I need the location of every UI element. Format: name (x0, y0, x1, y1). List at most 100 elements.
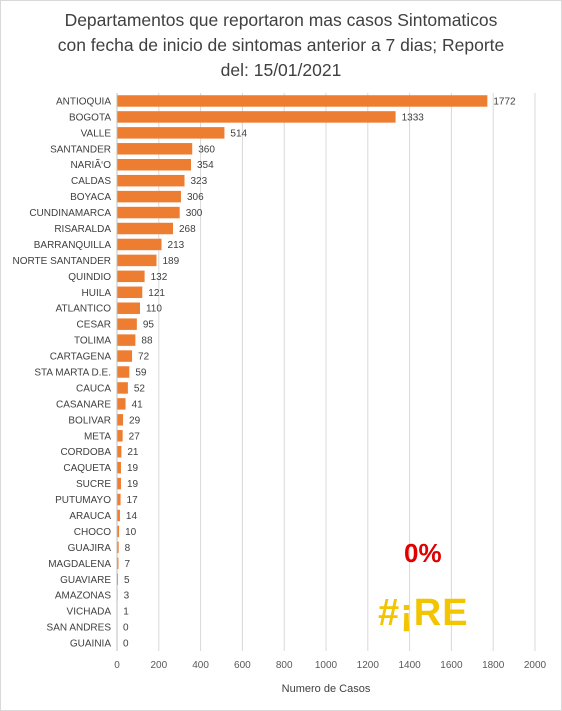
category-label: CARTAGENA (50, 352, 112, 363)
data-label: 19 (127, 463, 139, 474)
data-label: 14 (126, 511, 138, 522)
data-label: 514 (230, 128, 247, 139)
category-label: CASANARE (56, 399, 111, 410)
bar (117, 493, 121, 506)
bar (117, 477, 121, 490)
bar (117, 509, 120, 522)
category-label: VALLE (81, 128, 112, 139)
bar (117, 334, 136, 346)
bar (117, 573, 119, 585)
category-label: BOYACA (70, 192, 111, 203)
data-label: 354 (197, 160, 214, 171)
x-tick-label: 0 (114, 660, 120, 671)
x-tick-label: 1600 (440, 660, 463, 671)
data-label: 110 (146, 304, 162, 315)
bar (117, 206, 180, 219)
bar (117, 366, 130, 378)
chart-title-line-3: del: 15/01/2021 (220, 60, 342, 80)
bar (117, 111, 396, 123)
category-label: TOLIMA (74, 336, 111, 347)
x-tick-label: 1000 (315, 660, 338, 671)
category-label: BARRANQUILLA (34, 240, 112, 251)
data-label: 360 (198, 144, 215, 155)
data-label: 8 (125, 543, 131, 554)
bar (117, 238, 162, 251)
category-label: GUAJIRA (68, 543, 112, 554)
bar (117, 398, 126, 410)
percent-annotation: 0% (404, 538, 442, 568)
bar (117, 254, 157, 267)
bar (117, 143, 193, 155)
x-tick-label: 200 (150, 660, 167, 671)
data-label: 0 (123, 623, 129, 634)
data-label: 95 (143, 320, 155, 331)
data-label: 268 (179, 224, 196, 235)
bar (117, 95, 488, 107)
bar (117, 350, 133, 362)
data-label: 132 (151, 272, 168, 283)
data-label: 306 (187, 192, 204, 203)
bar (117, 286, 143, 299)
bar (117, 270, 145, 283)
data-label: 27 (129, 431, 141, 442)
chart-title-line-2: con fecha de inicio de sintomas anterior… (57, 35, 505, 55)
data-label: 5 (124, 575, 130, 586)
bar (117, 159, 191, 171)
data-label: 1333 (402, 112, 425, 123)
data-label: 17 (127, 495, 139, 506)
category-label: SUCRE (76, 479, 111, 490)
x-tick-label: 2000 (524, 660, 547, 671)
data-label: 7 (124, 559, 130, 570)
bar (117, 190, 181, 203)
category-label: QUINDIO (68, 272, 111, 283)
data-label: 88 (141, 336, 153, 347)
bar (117, 541, 119, 554)
category-label: SANTANDER (50, 144, 111, 155)
data-label: 52 (134, 383, 146, 394)
category-label: ARAUCA (69, 511, 111, 522)
bar (117, 557, 119, 570)
data-label: 1 (123, 607, 129, 618)
bar (117, 445, 122, 458)
category-label: CHOCO (74, 527, 111, 538)
data-label: 59 (135, 368, 147, 379)
category-label: CAQUETA (63, 463, 111, 474)
category-label: STA MARTA D.E. (34, 368, 111, 379)
x-tick-label: 1800 (482, 660, 505, 671)
data-label: 72 (138, 352, 150, 363)
data-label: 189 (163, 256, 180, 267)
category-label: NARIÃ‘O (70, 158, 111, 171)
x-axis-label: Numero de Casos (281, 683, 371, 695)
category-label: BOLIVAR (68, 415, 111, 426)
data-label: 29 (129, 415, 141, 426)
bar (117, 302, 140, 314)
data-label: 21 (127, 447, 139, 458)
category-label: AMAZONAS (55, 591, 111, 602)
category-label: HUILA (82, 288, 112, 299)
logo-watermark: #¡RE (378, 592, 469, 634)
category-label: GUAINIA (70, 639, 111, 650)
category-label: BOGOTA (69, 112, 111, 123)
data-label: 10 (125, 527, 137, 538)
data-label: 41 (132, 399, 144, 410)
bar (117, 127, 225, 139)
bar (117, 414, 124, 426)
category-label: CAUCA (76, 383, 111, 394)
category-label: CALDAS (71, 176, 111, 187)
category-label: ATLANTICO (56, 304, 112, 315)
category-label: PUTUMAYO (55, 495, 111, 506)
category-label: SAN ANDRES (47, 623, 112, 634)
data-label: 300 (186, 208, 203, 219)
bar (117, 174, 185, 187)
category-label: NORTE SANTANDER (12, 256, 111, 267)
bar (117, 525, 120, 538)
category-label: GUAVIARE (60, 575, 111, 586)
x-tick-label: 400 (192, 660, 209, 671)
category-label: CUNDINAMARCA (29, 208, 111, 219)
data-label: 3 (124, 591, 130, 602)
category-label: RISARALDA (54, 224, 111, 235)
chart-title: Departamentos que reportaron mas casos S… (0, 8, 562, 83)
bar (117, 461, 121, 474)
bar (117, 382, 128, 394)
